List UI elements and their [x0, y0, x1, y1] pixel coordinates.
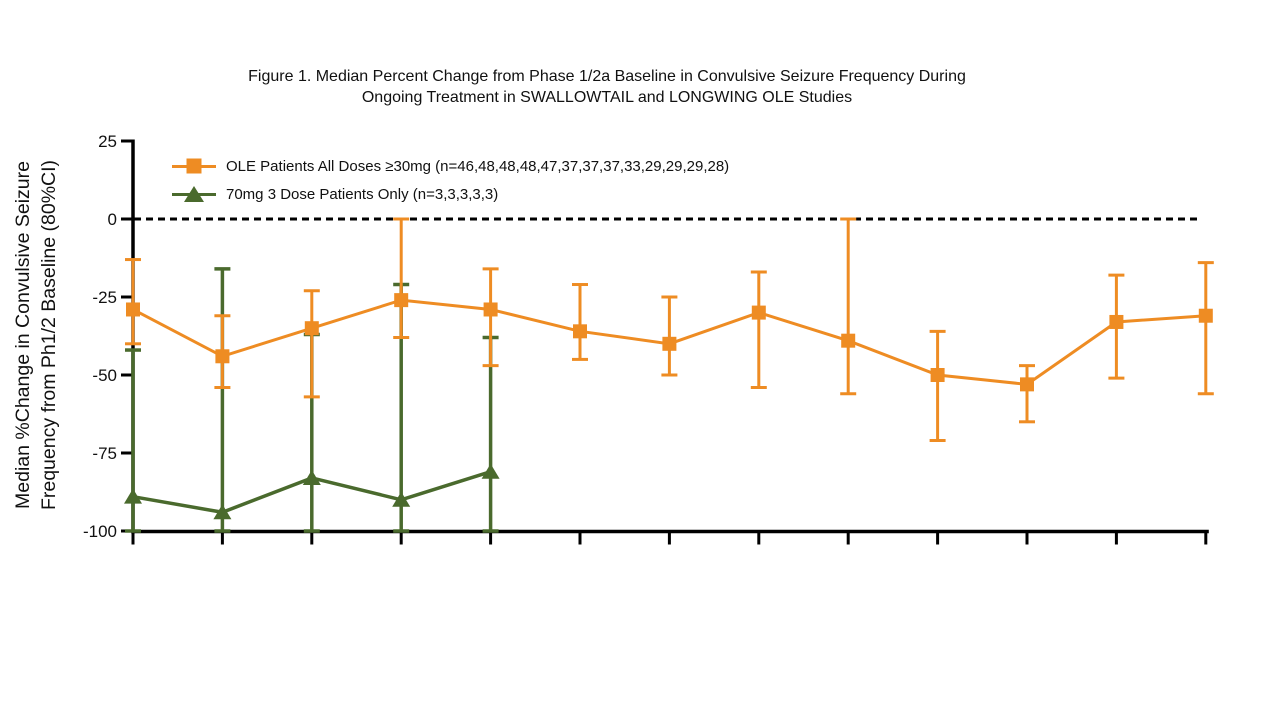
y-axis-label-line2: Frequency from Ph1/2 Baseline (80%CI)	[38, 159, 60, 511]
square-marker-icon	[186, 158, 202, 174]
legend-row-ole: OLE Patients All Doses ≥30mg (n=46,48,48…	[172, 152, 729, 180]
data-point-square-marker	[304, 321, 319, 336]
y-tick-label: 25	[98, 132, 117, 151]
data-point-triangle-marker	[302, 469, 321, 485]
figure-title-line1: Figure 1. Median Percent Change from Pha…	[248, 68, 966, 85]
data-point-triangle-marker	[481, 463, 500, 479]
data-point-square-marker	[126, 302, 140, 317]
data-point-square-marker	[215, 349, 230, 364]
y-axis-label-line1: Median %Change in Convulsive Seizure	[12, 161, 34, 509]
y-tick-label: 0	[108, 210, 117, 229]
y-tick-label: -75	[92, 444, 117, 463]
data-point-square-marker	[930, 368, 945, 382]
y-axis-label: Median %Change in Convulsive Seizure Fre…	[10, 160, 62, 510]
y-tick-label: -50	[92, 366, 117, 385]
figure-title: Figure 1. Median Percent Change from Pha…	[0, 66, 1214, 108]
data-point-square-marker	[573, 324, 587, 339]
y-tick-label: -100	[83, 522, 117, 541]
y-tick-label: -25	[92, 288, 117, 307]
data-point-triangle-marker	[392, 491, 411, 507]
data-point-square-marker	[1198, 308, 1213, 323]
data-point-triangle-marker	[124, 488, 142, 504]
data-point-square-marker	[841, 333, 856, 348]
data-point-square-marker	[394, 293, 409, 308]
legend-label-ole: OLE Patients All Doses ≥30mg (n=46,48,48…	[226, 157, 730, 175]
legend-row-70mg: 70mg 3 Dose Patients Only (n=3,3,3,3,3)	[172, 180, 729, 208]
legend: OLE Patients All Doses ≥30mg (n=46,48,48…	[172, 152, 729, 208]
figure-title-line2: Ongoing Treatment in SWALLOWTAIL and LON…	[361, 89, 853, 106]
orange-square-marker	[172, 156, 216, 176]
data-point-triangle-marker	[213, 504, 232, 520]
data-point-square-marker	[1109, 314, 1124, 329]
triangle-marker-icon	[184, 186, 204, 202]
data-point-square-marker	[1020, 377, 1034, 392]
legend-label-70mg: 70mg 3 Dose Patients Only (n=3,3,3,3,3)	[226, 185, 499, 203]
data-point-square-marker	[751, 305, 766, 320]
data-point-square-marker	[662, 336, 677, 351]
green-triangle-marker	[172, 184, 216, 204]
data-point-square-marker	[483, 302, 498, 317]
